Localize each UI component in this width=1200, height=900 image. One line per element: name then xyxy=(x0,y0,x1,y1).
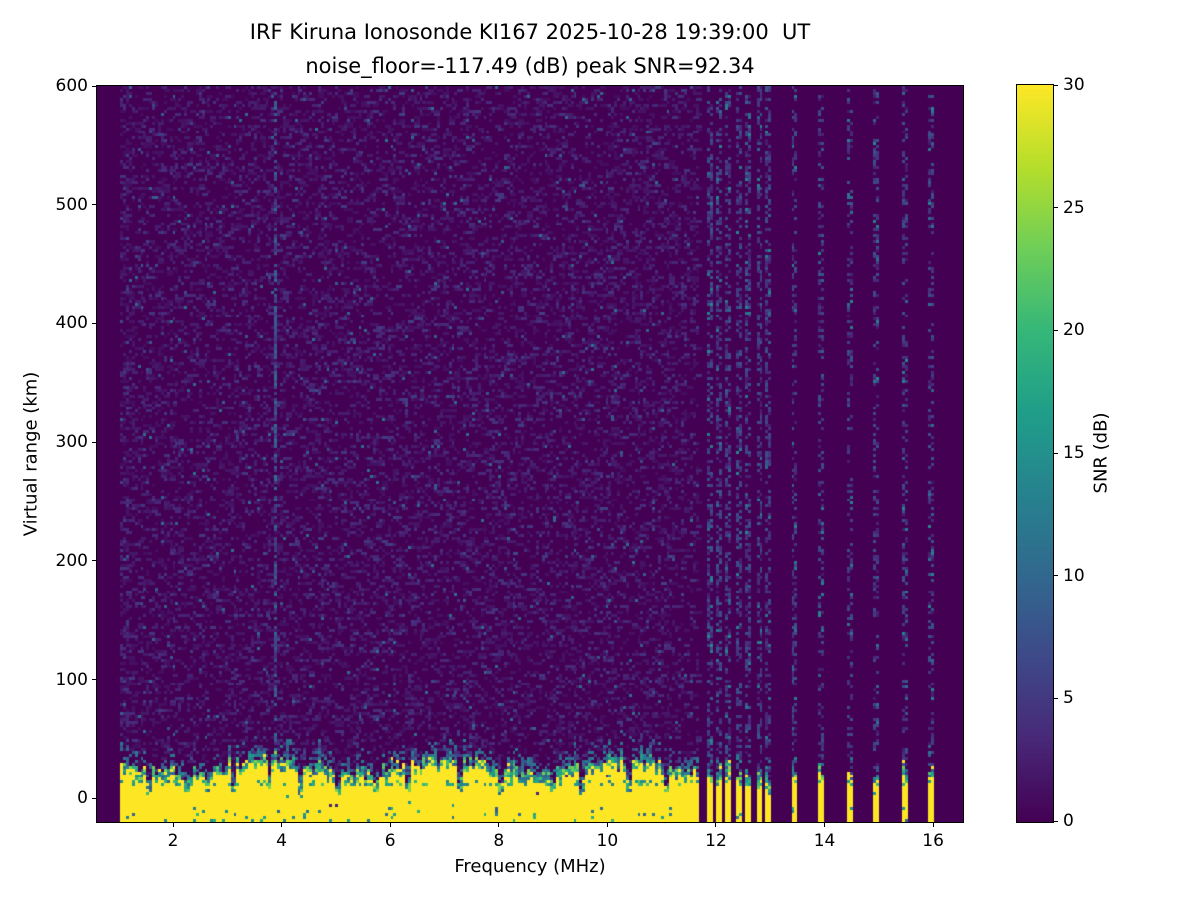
y-tick-mark xyxy=(92,679,96,681)
y-tick-label: 100 xyxy=(55,669,88,690)
ionogram-heatmap-canvas xyxy=(97,86,963,822)
x-tick-mark xyxy=(715,823,717,827)
colorbar-tick-label: 10 xyxy=(1063,565,1085,586)
y-tick-label: 300 xyxy=(55,432,88,453)
x-tick-mark xyxy=(172,823,174,827)
colorbar-tick-mark xyxy=(1054,820,1058,822)
colorbar-canvas xyxy=(1017,85,1053,822)
x-tick-label: 10 xyxy=(596,831,619,851)
x-tick-mark xyxy=(932,823,934,827)
colorbar-tick-label: 30 xyxy=(1063,75,1085,95)
y-tick-mark xyxy=(92,85,96,87)
y-tick-mark xyxy=(92,797,96,799)
colorbar-tick-label: 25 xyxy=(1063,197,1085,218)
colorbar-tick-mark xyxy=(1054,84,1058,86)
colorbar-tick-label: 15 xyxy=(1063,443,1085,463)
y-tick-label: 0 xyxy=(77,788,88,809)
colorbar-tick-mark xyxy=(1054,207,1058,209)
x-tick-mark xyxy=(389,823,391,827)
x-tick-label: 4 xyxy=(276,831,287,851)
x-tick-label: 14 xyxy=(813,831,836,851)
y-tick-label: 500 xyxy=(55,194,88,215)
colorbar-label: SNR (dB) xyxy=(1090,412,1112,494)
plot-title-line1: IRF Kiruna Ionosonde KI167 2025-10-28 19… xyxy=(249,20,811,44)
colorbar-tick-mark xyxy=(1054,452,1058,454)
y-axis-label: Virtual range (km) xyxy=(20,371,42,537)
colorbar-tick-mark xyxy=(1054,697,1058,699)
colorbar-tick-label: 20 xyxy=(1063,320,1085,341)
colorbar-tick-label: 5 xyxy=(1063,688,1074,709)
y-tick-mark xyxy=(92,322,96,324)
colorbar xyxy=(1016,84,1054,823)
x-tick-label: 6 xyxy=(384,831,396,851)
x-tick-mark xyxy=(498,823,500,827)
y-tick-label: 400 xyxy=(55,313,88,334)
x-tick-label: 12 xyxy=(705,831,727,851)
x-tick-mark xyxy=(824,823,826,827)
colorbar-tick-mark xyxy=(1054,329,1058,331)
x-tick-label: 16 xyxy=(922,831,944,851)
x-tick-mark xyxy=(281,823,283,827)
x-tick-mark xyxy=(606,823,608,827)
x-tick-label: 8 xyxy=(493,831,505,851)
plot-title-line2: noise_floor=-117.49 (dB) peak SNR=92.34 xyxy=(305,54,755,78)
colorbar-tick-mark xyxy=(1054,575,1058,577)
y-tick-mark xyxy=(92,560,96,562)
y-tick-label: 200 xyxy=(55,550,88,571)
colorbar-tick-label: 0 xyxy=(1063,811,1074,831)
plot-area xyxy=(96,85,964,823)
y-tick-label: 600 xyxy=(55,76,88,96)
y-tick-mark xyxy=(92,204,96,206)
y-tick-mark xyxy=(92,441,96,443)
x-axis-label: Frequency (MHz) xyxy=(454,856,606,877)
x-tick-label: 2 xyxy=(167,831,179,851)
